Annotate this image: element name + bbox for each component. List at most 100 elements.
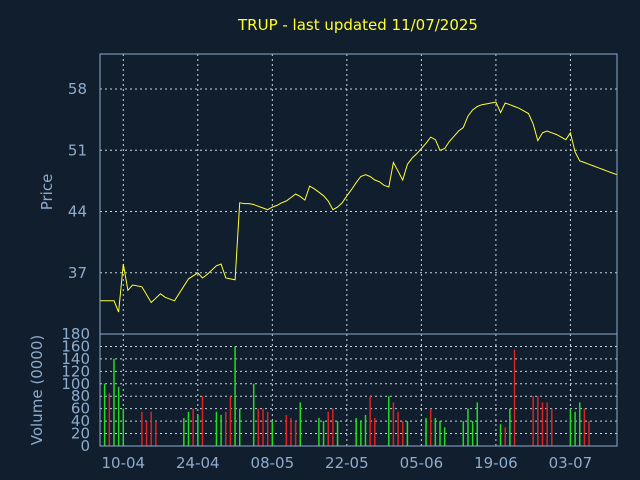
volume-bar <box>546 402 548 446</box>
volume-bar <box>578 402 581 446</box>
x-tick-label: 05-06 <box>400 454 444 472</box>
volume-tick-label: 100 <box>61 375 90 393</box>
price-line <box>100 101 618 313</box>
volume-tick-label: 80 <box>71 387 90 405</box>
volume-bar <box>513 349 516 446</box>
price-tick-label: 37 <box>68 264 87 282</box>
volume-tick-label: 60 <box>71 400 90 418</box>
volume-bar <box>471 421 474 446</box>
price-panel-frame <box>99 53 618 335</box>
volume-bar <box>355 418 357 446</box>
volume-bar <box>360 421 362 446</box>
volume-bar <box>392 402 395 446</box>
volume-bar <box>327 411 329 446</box>
volume-bar <box>285 414 288 446</box>
volume-bar <box>476 402 479 446</box>
volume-bar <box>141 411 143 446</box>
volume-bar <box>103 383 106 446</box>
volume-bar <box>336 421 339 446</box>
volume-bar <box>369 396 371 446</box>
price-tick-label: 51 <box>68 141 87 159</box>
volume-bar <box>155 421 157 446</box>
x-tick-label: 22-05 <box>325 454 369 472</box>
price-tick-label: 58 <box>68 80 87 98</box>
volume-bar <box>467 408 469 446</box>
price-grid <box>100 54 617 334</box>
volume-tick-label: 140 <box>61 350 90 368</box>
volume-bar <box>266 411 269 446</box>
volume-bar <box>150 411 152 446</box>
volume-bar <box>397 411 399 446</box>
price-axis-label: Price <box>38 174 56 211</box>
volume-bar <box>192 408 194 446</box>
volume-bar <box>462 421 465 446</box>
volume-bar <box>388 396 390 446</box>
volume-bar <box>588 421 590 446</box>
volume-bar <box>504 427 506 446</box>
volume-bar <box>583 408 586 446</box>
volume-bar <box>197 414 199 446</box>
volume-bar <box>434 418 437 446</box>
volume-bar <box>318 418 320 446</box>
volume-bar <box>574 411 576 446</box>
volume-bar <box>439 421 441 446</box>
volume-tick-label: 0 <box>80 437 90 455</box>
volume-bar <box>401 421 404 446</box>
volume-bar <box>108 393 111 446</box>
volume-bar <box>425 418 427 446</box>
volume-bar <box>299 402 302 446</box>
volume-bar <box>537 396 539 446</box>
volume-bar <box>332 408 334 446</box>
volume-bar <box>225 411 227 446</box>
volume-bar <box>262 408 264 446</box>
volume-bar <box>509 408 511 446</box>
price-tick-label: 44 <box>68 203 87 221</box>
volume-bar <box>183 418 185 446</box>
x-tick-label: 08-05 <box>251 454 295 472</box>
volume-bar <box>499 424 502 446</box>
volume-bar <box>220 414 222 446</box>
volume-bar <box>215 411 218 446</box>
volume-bar <box>145 421 148 446</box>
volume-bar <box>406 421 409 446</box>
volume-bar <box>532 396 534 446</box>
chart-title: TRUP - last updated 11/07/2025 <box>237 16 478 34</box>
volume-bar <box>113 358 115 446</box>
volume-bar <box>257 408 260 446</box>
volume-bar <box>322 421 325 446</box>
price-line-group <box>100 101 618 313</box>
volume-tick-label: 160 <box>61 337 90 355</box>
volume-axis-label: Volume (0000) <box>28 335 46 445</box>
volume-bar <box>541 402 544 446</box>
x-tick-label: 10-04 <box>101 454 145 472</box>
volume-bar <box>238 408 241 446</box>
volume-tick-label: 40 <box>71 412 90 430</box>
volume-bar <box>443 427 446 446</box>
x-tick-label: 19-06 <box>474 454 518 472</box>
tick-labels: 10-04 24-04 08-05 22-05 05-06 19-06 03-07 37 44 5… <box>61 80 592 472</box>
volume-tick-label: 120 <box>61 362 90 380</box>
volume-bar <box>117 386 120 446</box>
volume-bar <box>271 421 274 446</box>
volume-bar <box>201 396 204 446</box>
panel-frames <box>99 53 618 447</box>
volume-bar <box>429 408 432 446</box>
volume-bar <box>294 421 297 446</box>
volume-bar <box>252 383 255 446</box>
volume-bar <box>234 346 236 446</box>
x-tick-label: 03-07 <box>549 454 593 472</box>
volume-grid <box>100 334 617 446</box>
volume-tick-label: 20 <box>71 425 90 443</box>
volume-panel-frame <box>99 333 618 447</box>
volume-tick-label: 180 <box>61 325 90 343</box>
volume-bars <box>103 346 590 446</box>
x-tick-label: 24-04 <box>176 454 220 472</box>
volume-bar <box>122 408 125 446</box>
volume-bar <box>229 396 232 446</box>
volume-bar <box>290 418 292 446</box>
volume-bar <box>364 414 367 446</box>
volume-bar <box>569 408 572 446</box>
volume-bar <box>187 411 190 446</box>
